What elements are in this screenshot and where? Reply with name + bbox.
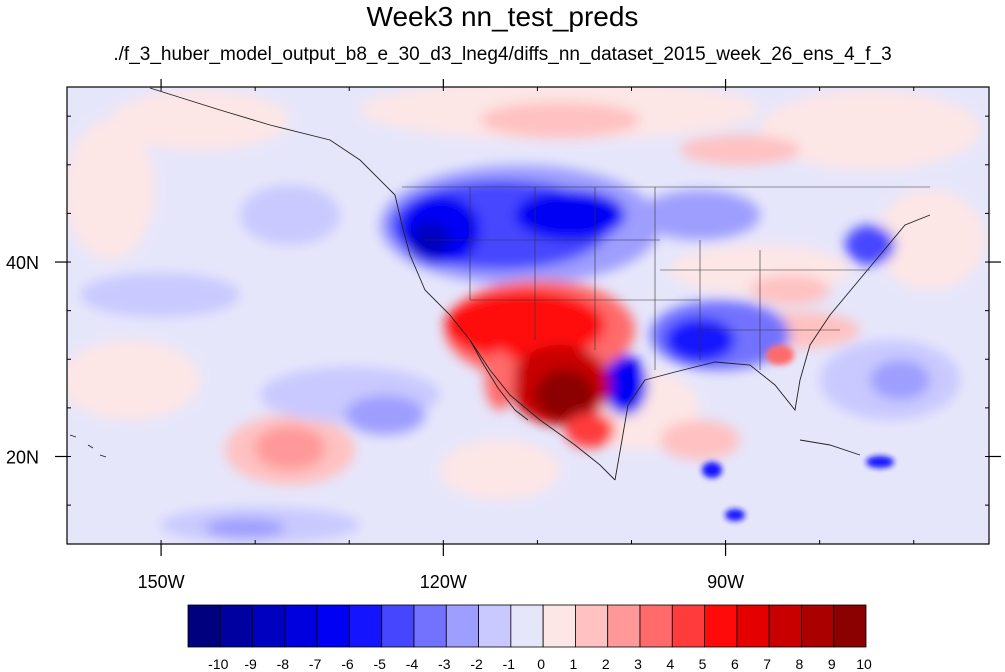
hawaii-islands — [69, 434, 107, 458]
colorbar-swatch — [736, 604, 770, 648]
colorbar-level-label: -5 — [373, 656, 386, 672]
field-patch — [866, 456, 894, 468]
colorbar-swatch — [219, 604, 253, 648]
field-patch — [67, 120, 155, 260]
colorbar-swatch — [542, 604, 576, 648]
field-patch — [870, 360, 930, 400]
colorbar-swatch — [671, 604, 705, 648]
colorbar-swatch — [510, 604, 544, 648]
colorbar-swatch — [704, 604, 738, 648]
colorbar-swatch — [575, 604, 609, 648]
plot-title: Week3 nn_test_preds — [366, 1, 639, 32]
colorbar-swatch — [478, 604, 512, 648]
colorbar-swatch — [316, 604, 350, 648]
baja-coast — [469, 339, 529, 421]
colorbar-level-label: 7 — [763, 656, 771, 672]
colorbar-level-label: 8 — [796, 656, 804, 672]
colorbar-swatch — [349, 604, 383, 648]
field-patch — [875, 190, 985, 290]
colorbar-swatch — [413, 604, 447, 648]
colorbar-level-label: -2 — [470, 656, 483, 672]
lon-tick-label: 150W — [138, 572, 185, 592]
field-patch — [750, 275, 830, 305]
lon-tick-label: 120W — [420, 572, 467, 592]
colorbar-level-label: -7 — [309, 656, 322, 672]
colorbar-level-label: -6 — [341, 656, 354, 672]
colorbar-swatch — [768, 604, 802, 648]
field-patch — [680, 135, 800, 165]
field-patch — [110, 90, 290, 150]
colorbar-level-label: 3 — [634, 656, 642, 672]
field-patch — [240, 185, 340, 245]
field-patch — [640, 190, 760, 240]
colorbar-swatch — [252, 604, 286, 648]
field-patch — [480, 102, 640, 138]
colorbar-level-label: -4 — [406, 656, 419, 672]
field-patch — [345, 395, 425, 435]
colorbar-level-label: 2 — [602, 656, 610, 672]
colorbar-level-label: -1 — [503, 656, 516, 672]
field-patch — [515, 190, 625, 240]
colorbar-level-label: 9 — [828, 656, 836, 672]
colorbar-level-label: 4 — [666, 656, 674, 672]
lat-tick-label: 20N — [6, 447, 39, 467]
cuba-coast — [799, 439, 861, 456]
field-patch — [660, 420, 740, 460]
map-field — [67, 87, 989, 544]
field-patch — [445, 290, 605, 360]
state-borders — [402, 186, 930, 370]
field-patch — [485, 350, 515, 410]
colorbar: -10 -9 -8 -7 -6 -5 -4 -3 -2 -1 0 1 2 3 4 5 6 7 8 9 10 — [187, 604, 872, 672]
map-frame — [66, 86, 990, 545]
north-america-coast — [149, 87, 616, 481]
lat-tick-label: 40N — [6, 253, 39, 273]
colorbar-level-label: -9 — [244, 656, 257, 672]
colorbar-swatch — [284, 604, 318, 648]
field-patch — [725, 509, 745, 521]
axis-ticks: 150W 120W 90W 40N 20N — [6, 79, 1001, 592]
colorbar-level-label: -3 — [438, 656, 451, 672]
colorbar-swatch — [607, 604, 641, 648]
field-patch — [67, 340, 200, 420]
colorbar-swatch — [445, 604, 479, 648]
colorbar-level-label: 10 — [856, 656, 872, 672]
field-patch — [603, 355, 647, 415]
field-patch — [255, 426, 325, 470]
lon-tick-label: 90W — [707, 572, 744, 592]
colorbar-level-label: -8 — [277, 656, 290, 672]
field-patch — [845, 225, 895, 265]
colorbar-swatch — [801, 604, 835, 648]
colorbar-swatch — [187, 604, 221, 648]
colorbar-level-label: 0 — [537, 656, 545, 672]
field-patch — [80, 273, 240, 317]
field-patch — [535, 370, 595, 420]
colorbar-swatch — [833, 604, 867, 648]
field-patch — [766, 345, 794, 365]
field-patch — [702, 462, 722, 478]
colorbar-level-label: 6 — [731, 656, 739, 672]
colorbar-swatch — [381, 604, 415, 648]
field-patch — [565, 412, 615, 448]
plot-subtitle: ./f_3_huber_model_output_b8_e_30_d3_lneg… — [113, 44, 892, 65]
colorbar-swatch — [639, 604, 673, 648]
colorbar-level-label: -10 — [208, 656, 228, 672]
field-patch — [205, 518, 285, 538]
colorbar-level-label: 5 — [699, 656, 707, 672]
field-patch — [760, 90, 980, 170]
colorbar-level-label: 1 — [570, 656, 578, 672]
field-patch — [440, 440, 560, 500]
